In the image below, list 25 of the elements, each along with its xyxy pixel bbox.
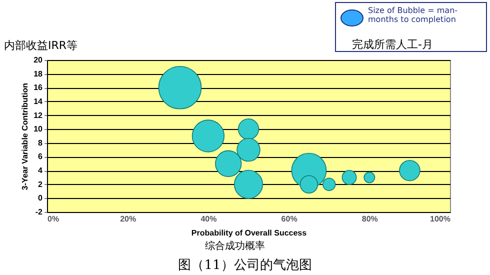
y-tick-label: 12 [34,110,44,120]
x-tick-label: 100% [430,214,450,224]
text: 图（11）公司的气泡图 [177,257,313,274]
y-tick-label: 6 [38,152,44,162]
text: 综合成功概率 [205,240,265,253]
y-tick-label: 2 [38,180,44,189]
y-tick-label: 10 [34,124,44,134]
text: Size of Bubble = man-months to completion [368,6,459,24]
text: 内部收益IRR等 [4,38,78,53]
x-tick-label: 40% [200,214,217,224]
text: 完成所需人工-月 [352,37,433,52]
x-tick-label: 20% [120,214,136,224]
y-tick-label: 0 [38,194,44,203]
y-tick-label: -2 [35,208,44,216]
y-tick-label: 20 [34,56,44,64]
y-axis-title: 3-Year Variable Contribution [20,82,30,190]
y-tick-label: 8 [38,138,44,148]
x-axis-title: Probability of Overall Success [191,228,308,238]
y-tick-label: 4 [38,166,44,176]
y-tick-label: 14 [34,96,44,106]
y-tick-label: 16 [34,83,44,92]
x-tick-label: 60% [281,214,298,224]
y-tick-label: 18 [34,69,44,78]
x-tick-label: 80% [362,214,378,224]
x-tick-label: 0% [48,214,60,224]
